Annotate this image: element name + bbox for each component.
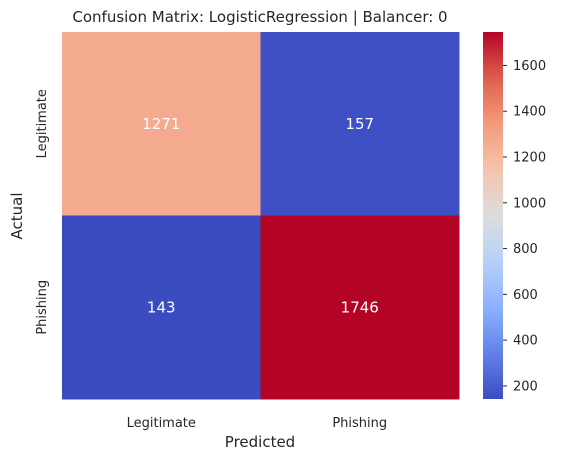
colorbar-tick-label: 1000 bbox=[513, 196, 546, 211]
heatmap-cell-labels: 1271 157 143 1746 bbox=[142, 115, 379, 317]
colorbar bbox=[483, 32, 503, 399]
colorbar-tick-label: 600 bbox=[513, 288, 538, 303]
colorbar-tick-label: 1400 bbox=[513, 105, 546, 120]
cell-value-label: 143 bbox=[147, 298, 176, 316]
colorbar-tick-label: 400 bbox=[513, 334, 538, 349]
y-tick-labels: Legitimate Phishing bbox=[35, 89, 50, 335]
heatmap-cell bbox=[62, 215, 261, 400]
y-tick-label: Phishing bbox=[35, 280, 50, 335]
chart-title: Confusion Matrix: LogisticRegression | B… bbox=[72, 8, 447, 26]
colorbar-tick-label: 1200 bbox=[513, 151, 546, 166]
y-axis-label: Actual bbox=[8, 193, 26, 240]
cell-value-label: 157 bbox=[345, 115, 374, 133]
x-tick-label: Legitimate bbox=[127, 416, 196, 431]
heatmap-cells bbox=[62, 32, 460, 400]
heatmap-cell bbox=[260, 215, 460, 400]
cell-value-label: 1271 bbox=[142, 115, 180, 133]
x-tick-labels: Legitimate Phishing bbox=[127, 416, 388, 431]
y-tick-label: Legitimate bbox=[35, 89, 50, 158]
heatmap-cell bbox=[260, 32, 460, 216]
x-tick-label: Phishing bbox=[332, 416, 387, 431]
colorbar-tick-label: 800 bbox=[513, 242, 538, 257]
colorbar-ticks: 200 400 600 800 1000 1200 1400 1600 bbox=[503, 59, 546, 394]
colorbar-tick-label: 1600 bbox=[513, 59, 546, 74]
cell-value-label: 1746 bbox=[341, 298, 379, 316]
heatmap-cell bbox=[62, 32, 261, 216]
x-axis-label: Predicted bbox=[225, 433, 295, 451]
colorbar-tick-label: 200 bbox=[513, 379, 538, 394]
